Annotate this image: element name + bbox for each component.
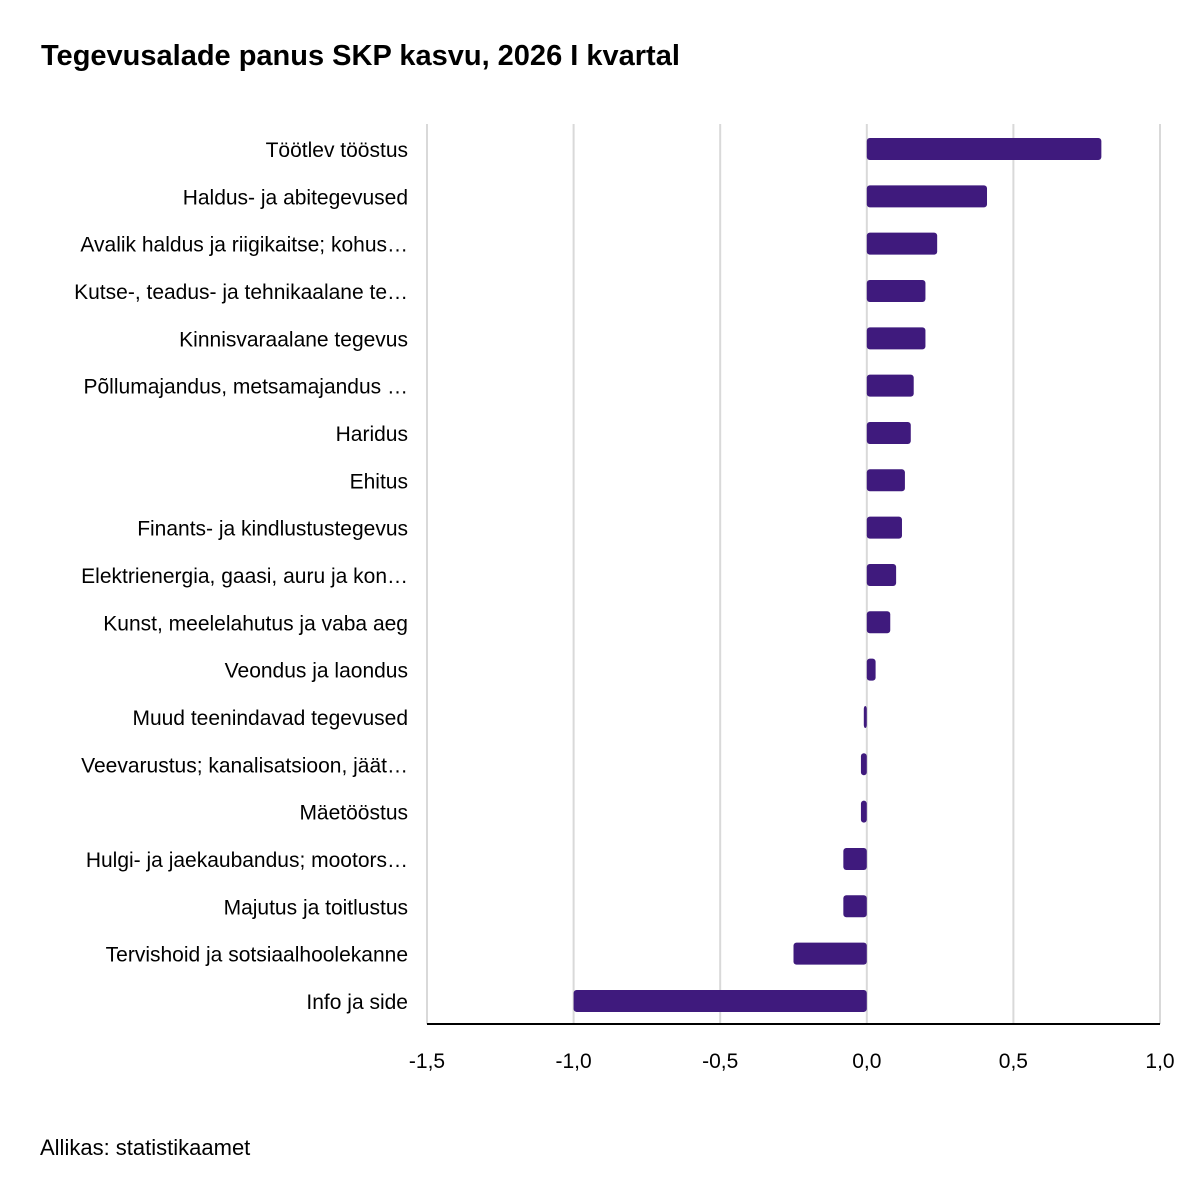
category-label: Hulgi- ja jaekaubandus; mootors… [86, 849, 408, 872]
category-label: Haridus [336, 423, 408, 446]
bar [866, 138, 1102, 160]
bars [573, 138, 1102, 1012]
bar [866, 232, 938, 255]
bar [843, 895, 867, 918]
bar [866, 327, 926, 350]
category-label: Avalik haldus ja riigikaitse; kohus… [80, 234, 408, 257]
bar [866, 658, 876, 681]
x-tick-label: -0,5 [702, 1050, 738, 1073]
bar [866, 421, 911, 444]
category-label: Info ja side [306, 991, 408, 1014]
category-label: Kinnisvaraalane tegevus [179, 328, 408, 351]
category-label: Muud teenindavad tegevused [132, 707, 408, 730]
bar [573, 989, 867, 1012]
category-label: Haldus- ja abitegevused [183, 186, 408, 209]
x-tick-label: 0,5 [999, 1050, 1028, 1073]
bar [866, 279, 926, 302]
x-tick-label: -1,5 [409, 1050, 445, 1073]
bar [866, 563, 897, 586]
bar [866, 611, 891, 634]
category-label: Veondus ja laondus [225, 660, 408, 683]
bar [866, 185, 988, 208]
category-label: Mäetööstus [299, 802, 408, 825]
category-label: Elektrienergia, gaasi, auru ja kon… [81, 565, 408, 588]
category-label: Töötlev tööstus [266, 139, 408, 162]
category-label: Finants- ja kindlustustegevus [137, 518, 408, 541]
category-label: Kutse-, teadus- ja tehnikaalane te… [74, 281, 408, 304]
category-label: Ehitus [350, 470, 408, 493]
category-label: Majutus ja toitlustus [224, 896, 408, 919]
category-labels: Töötlev tööstus Haldus- ja abitegevused Av… [74, 139, 408, 1014]
x-tick-label: -1,0 [556, 1050, 592, 1073]
category-label: Veevarustus; kanalisatsioon, jäät… [81, 754, 408, 777]
category-label: Tervishoid ja sotsiaalhoolekanne [106, 944, 408, 967]
x-tick-label: 0,0 [852, 1050, 881, 1073]
x-tick-label: 1,0 [1145, 1050, 1174, 1073]
bar [860, 753, 867, 776]
bar [863, 705, 867, 728]
bar [866, 469, 905, 492]
bar [793, 942, 867, 965]
category-label: Põllumajandus, metsamajandus … [84, 376, 409, 399]
chart-title: Tegevusalade panus SKP kasvu, 2026 I kva… [41, 40, 680, 72]
bar [866, 374, 914, 397]
source-note: Allikas: statistikaamet [40, 1135, 251, 1160]
category-label: Kunst, meelelahutus ja vaba aeg [103, 612, 408, 635]
bar [843, 847, 867, 870]
bar [866, 516, 902, 539]
bar [860, 800, 867, 823]
tick-labels: -1,5 -1,0 -0,5 0,0 0,5 1,0 [409, 1050, 1175, 1073]
grid-lines [426, 124, 1161, 1024]
